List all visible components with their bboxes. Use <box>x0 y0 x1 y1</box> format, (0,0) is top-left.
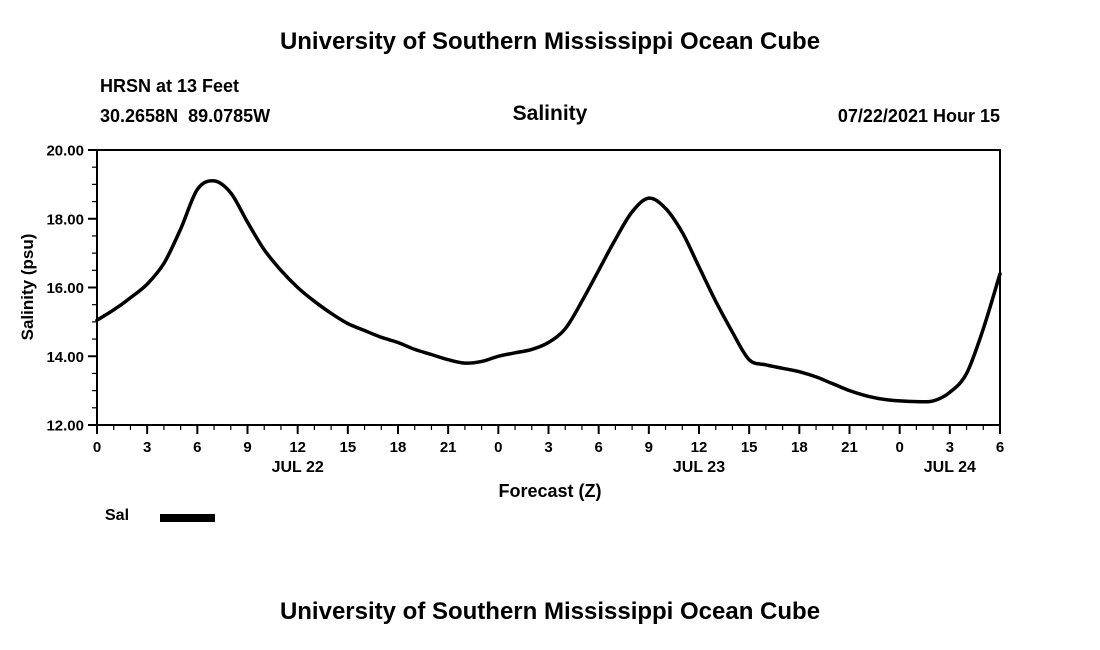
x-tick-label: 9 <box>243 439 251 456</box>
run-time-label: 07/22/2021 Hour 15 <box>837 106 1000 126</box>
x-tick-label: 18 <box>791 439 808 456</box>
chart-title: Salinity <box>512 102 588 125</box>
coordinates-label: 30.2658N 89.0785W <box>100 106 271 126</box>
x-day-label: JUL 23 <box>673 459 725 476</box>
x-tick-label: 12 <box>691 439 708 456</box>
legend-sal-line-swatch <box>160 514 215 522</box>
x-tick-label: 6 <box>594 439 602 456</box>
y-tick-label: 14.00 <box>46 349 84 366</box>
x-tick-label: 18 <box>390 439 407 456</box>
x-tick-label: 0 <box>895 439 903 456</box>
x-tick-label: 9 <box>645 439 653 456</box>
page-title-bottom: University of Southern Mississippi Ocean… <box>279 598 821 625</box>
x-tick-label: 0 <box>93 439 101 456</box>
page-title-top: University of Southern Mississippi Ocean… <box>279 28 821 55</box>
x-tick-label: 3 <box>946 439 954 456</box>
x-tick-label: 0 <box>494 439 502 456</box>
legend-sal-label: Sal <box>105 507 130 524</box>
x-tick-label: 15 <box>339 439 356 456</box>
x-tick-label: 21 <box>841 439 858 456</box>
x-tick-label: 3 <box>143 439 151 456</box>
chart-frame <box>96 149 1001 426</box>
y-tick-label: 16.00 <box>46 280 84 297</box>
x-tick-label: 3 <box>544 439 552 456</box>
x-day-label: JUL 22 <box>272 459 324 476</box>
x-tick-label: 6 <box>193 439 201 456</box>
x-day-label: JUL 24 <box>924 459 976 476</box>
y-tick-label: 20.00 <box>46 143 84 160</box>
x-tick-label: 6 <box>996 439 1004 456</box>
x-tick-label: 21 <box>440 439 457 456</box>
x-tick-label: 12 <box>289 439 306 456</box>
y-tick-label: 18.00 <box>46 211 84 228</box>
x-axis-title: Forecast (Z) <box>498 481 602 501</box>
y-tick-label: 12.00 <box>46 418 84 435</box>
x-tick-label: 15 <box>741 439 758 456</box>
salinity-line <box>95 179 1002 404</box>
station-label: HRSN at 13 Feet <box>100 76 240 96</box>
